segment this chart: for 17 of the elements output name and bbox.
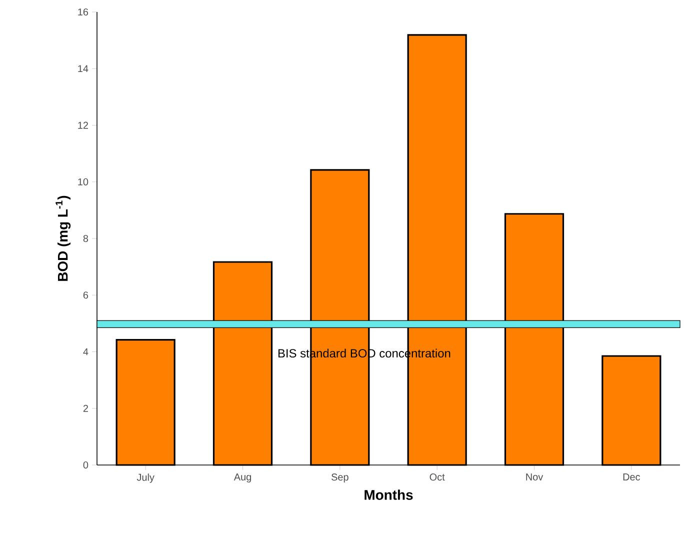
y-tick-label: 2 [83,404,88,412]
y-tick-label: 10 [78,178,88,186]
x-axis-title: Months [364,490,413,500]
x-tick-label: Dec [623,474,640,480]
y-tick-label: 14 [78,65,88,72]
y-tick-label: 6 [83,292,88,299]
y-tick-label: 0 [83,461,88,469]
y-tick-label: 8 [83,234,88,242]
y-tick-label: 12 [78,122,88,129]
y-axis-title: BOD (mg L$^{-1}$) [56,196,71,281]
y-tick-label: 16 [78,8,88,16]
x-tick-label: Oct [430,474,445,481]
x-tick-label: July [136,474,154,483]
x-tick-label: Nov [526,474,544,480]
x-tick-label: Sep [332,474,348,483]
x-tick-label: Aug [234,474,251,482]
y-tick-label: 4 [83,348,88,356]
